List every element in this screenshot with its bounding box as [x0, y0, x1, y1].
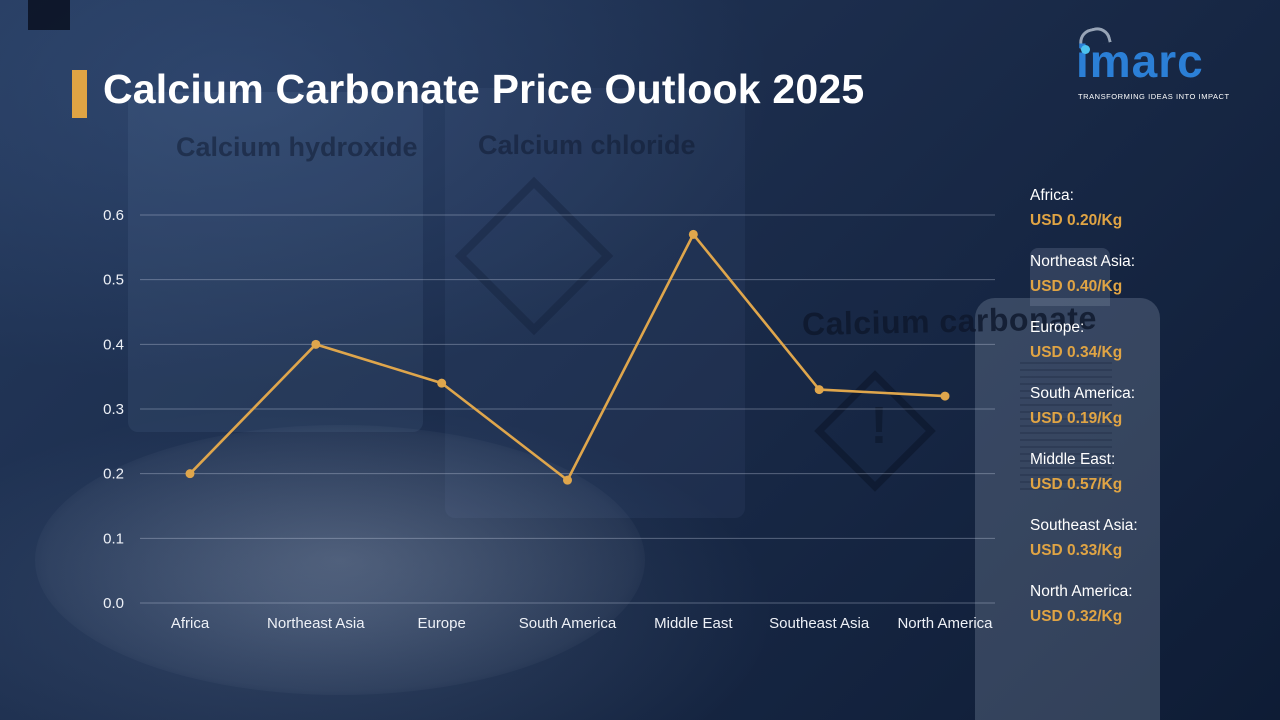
data-point [437, 378, 447, 388]
legend-price-value: USD 0.57/Kg [1030, 476, 1123, 493]
price-line [189, 233, 946, 482]
legend-price-value: USD 0.20/Kg [1030, 212, 1123, 229]
legend-price-value: USD 0.34/Kg [1030, 344, 1123, 361]
legend-item: Europe: USD 0.34/Kg [1030, 316, 1270, 366]
legend-region-label: Europe: [1030, 319, 1085, 336]
legend-region-label: Southeast Asia: [1030, 517, 1138, 534]
price-line-chart: 0.0 0.1 0.2 0.3 0.4 0.5 0.6 Africa Northeast Asi… [103, 207, 995, 632]
y-tick-label: 0.1 [103, 530, 124, 547]
legend-price-value: USD 0.33/Kg [1030, 542, 1123, 559]
x-tick-label: Europe [417, 615, 465, 632]
legend-price-value: USD 0.40/Kg [1030, 278, 1123, 295]
legend-region-label: Africa: [1030, 187, 1074, 204]
legend-item: Middle East: USD 0.57/Kg [1030, 448, 1270, 498]
y-tick-label: 0.4 [103, 336, 124, 353]
legend-item: South America: USD 0.19/Kg [1030, 382, 1270, 432]
legend-item: Northeast Asia: USD 0.40/Kg [1030, 250, 1270, 300]
legend-item: Africa: USD 0.20/Kg [1030, 184, 1270, 234]
x-tick-label: North America [897, 615, 993, 632]
data-point [940, 391, 950, 401]
y-tick-label: 0.5 [103, 272, 124, 289]
y-tick-label: 0.0 [103, 595, 124, 612]
y-tick-label: 0.6 [103, 207, 124, 224]
x-tick-label: Africa [171, 615, 210, 632]
logo-wordmark: imarc [1076, 35, 1204, 87]
logo-tagline: TRANSFORMING IDEAS INTO IMPACT [1078, 92, 1230, 101]
title-accent-bar [72, 70, 87, 118]
x-tick-label: South America [519, 615, 617, 632]
data-point [185, 469, 195, 479]
page-title: Calcium Carbonate Price Outlook 2025 [103, 66, 865, 112]
price-legend: Africa: USD 0.20/Kg Northeast Asia: USD 0.4… [1030, 184, 1270, 646]
legend-item: North America: USD 0.32/Kg [1030, 580, 1270, 630]
background-bottle-label: Calcium chloride [478, 130, 696, 160]
background-corner-shadow [28, 0, 70, 30]
x-tick-label: Middle East [654, 615, 733, 632]
legend-region-label: Northeast Asia: [1030, 253, 1136, 270]
logo-dot-icon [1081, 45, 1090, 54]
background-bottle-label: Calcium hydroxide [176, 132, 418, 162]
data-point [688, 229, 698, 239]
x-tick-label: Northeast Asia [267, 615, 365, 632]
legend-price-value: USD 0.19/Kg [1030, 410, 1123, 427]
legend-region-label: South America: [1030, 385, 1136, 402]
legend-price-value: USD 0.32/Kg [1030, 608, 1123, 625]
data-point [814, 385, 824, 395]
y-tick-label: 0.3 [103, 401, 124, 418]
legend-region-label: Middle East: [1030, 451, 1116, 468]
data-point [563, 475, 572, 485]
legend-region-label: North America: [1030, 583, 1133, 600]
data-point [311, 339, 321, 349]
y-tick-label: 0.2 [103, 466, 124, 483]
x-tick-label: Southeast Asia [769, 615, 870, 632]
legend-item: Southeast Asia: USD 0.33/Kg [1030, 514, 1270, 564]
